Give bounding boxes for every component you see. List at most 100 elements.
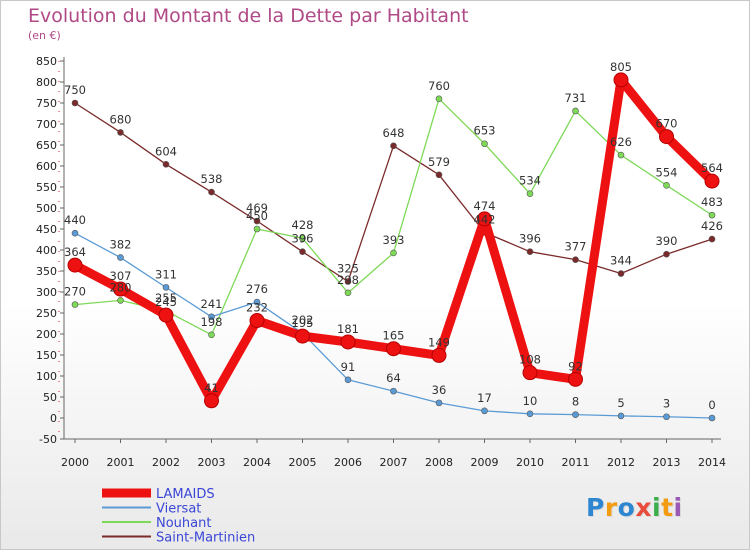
unit-label: (en €) — [28, 29, 61, 42]
y-tick-label: 100 — [36, 370, 57, 383]
y-tick-label: 850 — [36, 55, 57, 68]
y-tick-label: 400 — [36, 244, 57, 257]
data-label-viersat: 10 — [523, 394, 538, 408]
y-tick-label: 350 — [36, 265, 57, 278]
data-point-nouhant — [390, 249, 397, 257]
x-tick-label: 2010 — [516, 456, 544, 469]
legend-label: Viersat — [156, 502, 201, 517]
x-tick-label: 2002 — [152, 456, 180, 469]
data-point-nouhant — [208, 331, 215, 339]
y-tick-label: 50 — [43, 391, 57, 404]
data-point-lamaids — [522, 365, 538, 381]
data-label-saint-martinien: 750 — [64, 83, 86, 97]
logo-letter: x — [635, 493, 652, 522]
data-label-viersat: 311 — [155, 267, 177, 281]
data-label-lamaids: 232 — [246, 301, 268, 315]
data-point-saint-martinien — [617, 270, 625, 277]
data-label-nouhant: 198 — [201, 315, 223, 329]
data-label-viersat: 440 — [64, 213, 86, 227]
x-tick-label: 2012 — [607, 456, 635, 469]
proxiti-logo: Proxiti — [586, 493, 683, 522]
data-point-saint-martinien — [117, 129, 124, 136]
data-point-lamaids — [340, 334, 356, 350]
data-point-nouhant — [71, 301, 79, 308]
data-label-saint-martinien: 377 — [565, 240, 587, 254]
data-point-nouhant — [435, 95, 443, 103]
data-point-lamaids — [613, 72, 629, 88]
data-point-viersat — [526, 410, 534, 418]
data-label-lamaids: 805 — [610, 60, 632, 74]
data-label-lamaids: 41 — [204, 381, 219, 395]
data-label-lamaids: 181 — [337, 322, 359, 336]
data-label-nouhant: 393 — [383, 233, 405, 247]
data-point-lamaids — [113, 281, 128, 297]
data-label-nouhant: 534 — [519, 174, 541, 188]
data-point-nouhant — [572, 107, 579, 115]
y-tick-label: 650 — [36, 139, 57, 152]
legend-label: LAMAIDS — [156, 487, 215, 502]
data-point-lamaids — [204, 393, 219, 409]
data-point-lamaids — [659, 129, 674, 145]
x-tick-label: 2006 — [334, 456, 362, 469]
data-label-viersat: 202 — [292, 313, 314, 327]
x-tick-label: 2003 — [198, 456, 226, 469]
data-point-viersat — [117, 254, 124, 261]
data-label-viersat: 17 — [477, 391, 492, 405]
data-label-lamaids: 108 — [519, 353, 541, 367]
logo-letter: o — [617, 493, 636, 522]
data-label-saint-martinien: 604 — [155, 144, 177, 158]
data-label-viersat: 3 — [663, 397, 670, 411]
data-label-viersat: 0 — [708, 398, 715, 412]
data-label-lamaids: 149 — [428, 335, 450, 349]
data-point-lamaids — [568, 371, 583, 387]
data-point-viersat — [572, 411, 579, 418]
y-tick-label: 150 — [36, 349, 57, 362]
data-label-saint-martinien: 325 — [337, 262, 359, 276]
y-tick-label: 0 — [50, 412, 57, 425]
data-label-nouhant: 270 — [64, 285, 86, 299]
data-point-viersat — [481, 407, 488, 415]
y-tick-label: -50 — [39, 433, 57, 446]
data-point-nouhant — [253, 225, 261, 233]
data-label-nouhant: 760 — [428, 79, 450, 93]
y-tick-label: 800 — [36, 76, 57, 89]
data-label-nouhant: 554 — [656, 165, 678, 179]
data-point-lamaids — [704, 173, 720, 189]
data-point-saint-martinien — [71, 99, 79, 107]
data-label-saint-martinien: 680 — [110, 112, 132, 126]
data-label-saint-martinien: 426 — [701, 219, 723, 233]
data-point-lamaids — [67, 257, 83, 273]
y-tick-label: 300 — [36, 286, 57, 299]
data-label-nouhant: 483 — [701, 195, 723, 209]
data-point-lamaids — [431, 347, 447, 363]
y-tick-label: 250 — [36, 307, 57, 320]
x-tick-label: 2008 — [425, 456, 453, 469]
data-point-saint-martinien — [208, 188, 215, 196]
data-point-viersat — [390, 387, 397, 395]
data-label-lamaids: 245 — [155, 295, 177, 309]
y-tick-label: 450 — [36, 223, 57, 236]
data-label-lamaids: 92 — [568, 359, 583, 373]
data-point-viersat — [208, 313, 215, 321]
data-point-saint-martinien — [253, 217, 261, 225]
data-label-saint-martinien: 396 — [519, 232, 541, 246]
data-label-viersat: 8 — [572, 395, 579, 409]
x-tick-label: 2005 — [289, 456, 317, 469]
data-label-saint-martinien: 396 — [292, 232, 314, 246]
data-label-viersat: 382 — [110, 238, 132, 252]
data-point-viersat — [71, 229, 79, 237]
data-label-viersat: 276 — [246, 282, 268, 296]
data-point-lamaids — [158, 307, 174, 323]
x-tick-label: 2014 — [698, 456, 726, 469]
data-label-saint-martinien: 442 — [474, 212, 496, 226]
data-label-viersat: 241 — [201, 297, 223, 311]
logo-letter: i — [673, 493, 683, 522]
data-label-nouhant: 280 — [110, 280, 132, 294]
legend-label: Nouhant — [156, 516, 211, 531]
x-tick-label: 2011 — [562, 456, 590, 469]
data-label-lamaids: 364 — [64, 245, 86, 259]
data-point-lamaids — [249, 313, 265, 329]
data-point-viersat — [435, 399, 443, 407]
data-label-lamaids: 670 — [656, 117, 678, 131]
